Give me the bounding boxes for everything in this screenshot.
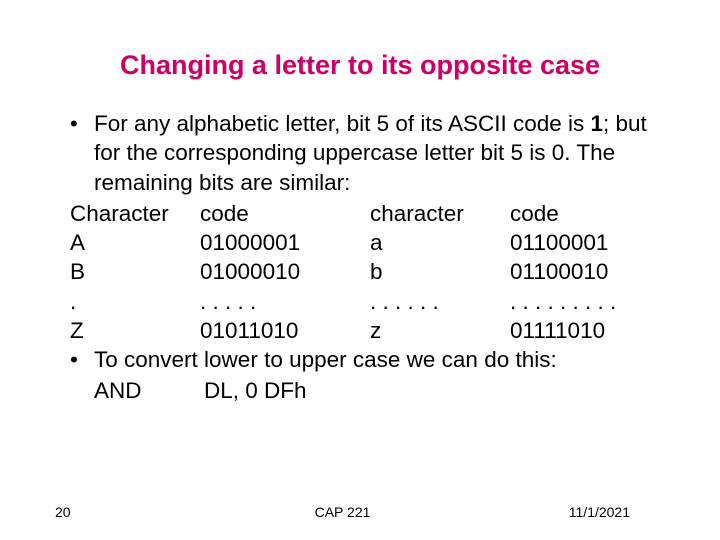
table-row: . . . . . . . . . . . . . . . . . . . . … bbox=[70, 287, 670, 316]
r4-c3: z bbox=[370, 316, 510, 345]
r3-c1: . bbox=[70, 287, 200, 316]
table-row: A 01000001 a 01100001 bbox=[70, 228, 670, 257]
table-row: B 01000010 b 01100010 bbox=[70, 257, 670, 286]
r1-c2: 01000001 bbox=[200, 228, 370, 257]
bullet1-bold: 1 bbox=[591, 111, 604, 136]
footer-date: 11/1/2021 bbox=[438, 504, 665, 520]
r1-c3: a bbox=[370, 228, 510, 257]
r2-c4: 01100010 bbox=[510, 257, 670, 286]
slide-container: Changing a letter to its opposite case F… bbox=[0, 0, 720, 540]
table-header: Character code character code bbox=[70, 199, 670, 228]
r1-c1: A bbox=[70, 228, 200, 257]
table-row: Z 01011010 z 01111010 bbox=[70, 316, 670, 345]
footer-center: CAP 221 bbox=[247, 504, 439, 520]
r3-c4: . . . . . . . . . bbox=[510, 287, 670, 316]
r3-c2: . . . . . bbox=[200, 287, 370, 316]
r2-c1: B bbox=[70, 257, 200, 286]
r2-c3: b bbox=[370, 257, 510, 286]
and-line: AND DL, 0 DFh bbox=[70, 376, 670, 405]
r3-c3: . . . . . . bbox=[370, 287, 510, 316]
r2-c2: 01000010 bbox=[200, 257, 370, 286]
hdr-c4: code bbox=[510, 199, 670, 228]
slide-title: Changing a letter to its opposite case bbox=[50, 50, 670, 81]
bullet-2: To convert lower to upper case we can do… bbox=[70, 345, 670, 374]
hdr-c3: character bbox=[370, 199, 510, 228]
footer: 20 CAP 221 11/1/2021 bbox=[0, 504, 720, 520]
r4-c2: 01011010 bbox=[200, 316, 370, 345]
hdr-c1: Character bbox=[70, 199, 200, 228]
hdr-c2: code bbox=[200, 199, 370, 228]
bullet1-pre: For any alphabetic letter, bit 5 of its … bbox=[94, 111, 591, 136]
slide-content: For any alphabetic letter, bit 5 of its … bbox=[50, 109, 670, 406]
r1-c4: 01100001 bbox=[510, 228, 670, 257]
bullet-1: For any alphabetic letter, bit 5 of its … bbox=[70, 109, 670, 197]
r4-c4: 01111010 bbox=[510, 316, 670, 345]
page-number: 20 bbox=[55, 504, 247, 520]
r4-c1: Z bbox=[70, 316, 200, 345]
